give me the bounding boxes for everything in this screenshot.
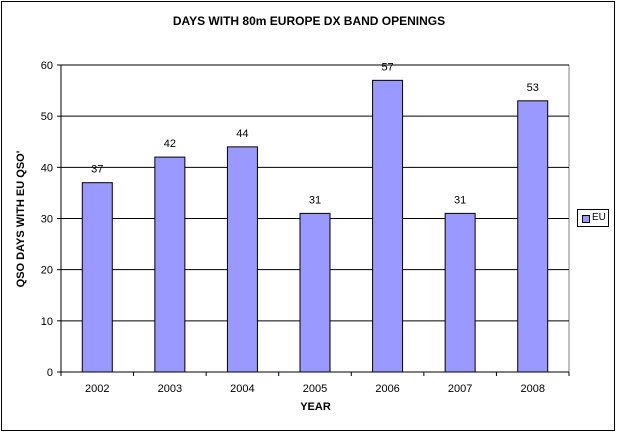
legend-label-eu: EU (592, 212, 606, 223)
legend-swatch-eu (582, 215, 590, 223)
y-tick-label-10: 10 (41, 316, 53, 328)
y-tick-label-30: 30 (41, 214, 53, 226)
bar-2006 (372, 79, 404, 373)
data-label-2003: 42 (164, 138, 176, 150)
data-label-2002: 37 (91, 164, 103, 176)
bar-2005 (299, 212, 331, 373)
data-label-2008: 53 (527, 82, 539, 94)
bar-2007 (444, 212, 476, 373)
x-axis-label: YEAR (300, 401, 331, 413)
data-label-2005: 31 (309, 194, 321, 206)
legend: EU (577, 209, 609, 227)
x-tick-label-2004: 2004 (230, 383, 254, 395)
x-tick-label-2003: 2003 (158, 383, 182, 395)
x-tick-label-2005: 2005 (303, 383, 327, 395)
bar-2002 (81, 182, 113, 373)
y-tick-label-50: 50 (41, 111, 53, 123)
y-tick-label-20: 20 (41, 265, 53, 277)
chart-title: DAYS WITH 80m EUROPE DX BAND OPENINGS (172, 14, 446, 28)
x-tick-label-2006: 2006 (375, 383, 399, 395)
x-tick-label-2007: 2007 (448, 383, 472, 395)
bar-2008 (517, 100, 549, 373)
bar-2004 (226, 146, 258, 373)
x-tick-label-2008: 2008 (520, 383, 544, 395)
data-label-2007: 31 (454, 194, 466, 206)
bar-2003 (154, 156, 186, 373)
data-label-2006: 57 (381, 61, 393, 73)
data-label-2004: 44 (236, 128, 248, 140)
y-tick-label-60: 60 (41, 60, 53, 72)
y-axis-label: QSO DAYS WITH EU QSO' (15, 150, 27, 288)
y-tick-label-40: 40 (41, 162, 53, 174)
y-tick-label-0: 0 (47, 367, 53, 379)
x-tick-label-2002: 2002 (85, 383, 109, 395)
